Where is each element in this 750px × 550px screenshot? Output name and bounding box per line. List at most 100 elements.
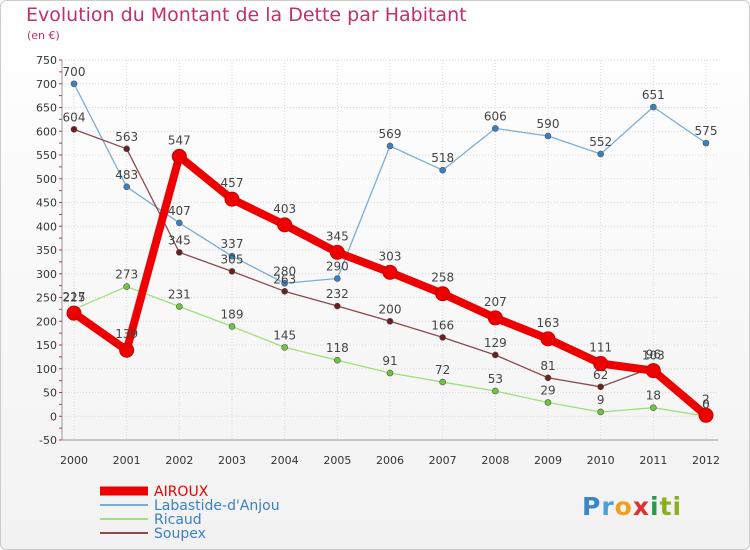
data-label: 345 [168, 233, 191, 247]
data-label: 81 [540, 359, 555, 373]
data-label: 29 [540, 383, 555, 397]
data-label: 403 [273, 202, 296, 216]
data-point [439, 378, 446, 386]
data-label: 217 [63, 290, 86, 304]
x-tick-label: 2010 [587, 454, 615, 467]
data-point [176, 249, 183, 256]
data-label: 263 [273, 272, 296, 286]
x-tick-label: 2007 [429, 454, 457, 467]
data-point [597, 408, 604, 416]
data-label: 129 [484, 336, 507, 350]
data-label: 139 [115, 327, 138, 341]
data-point [492, 351, 499, 359]
data-point [597, 383, 604, 391]
data-point [224, 191, 240, 207]
data-point [698, 407, 714, 423]
data-point [123, 283, 130, 290]
data-label: 166 [431, 318, 454, 332]
data-label: 207 [484, 295, 507, 309]
data-point [119, 342, 135, 358]
data-label: 111 [589, 341, 612, 355]
y-tick-label: 750 [36, 54, 57, 67]
data-point [228, 252, 236, 260]
data-label: 407 [168, 204, 191, 218]
data-label: 305 [221, 252, 244, 266]
data-point [334, 302, 341, 310]
data-point [386, 142, 394, 150]
data-point [281, 344, 288, 351]
data-point [382, 264, 398, 280]
data-point [593, 356, 609, 372]
data-point [544, 374, 552, 382]
data-label: 575 [695, 124, 718, 138]
series-layer [66, 80, 714, 423]
data-point [123, 183, 130, 191]
data-point [492, 387, 499, 395]
x-tick-label: 2001 [113, 454, 141, 467]
data-label: 518 [431, 151, 454, 165]
data-label: 118 [326, 341, 349, 355]
data-point [386, 369, 394, 377]
data-label: 280 [273, 264, 296, 278]
data-label: 290 [326, 260, 349, 274]
data-label: 563 [115, 130, 138, 144]
data-point [70, 80, 78, 88]
data-label: 0 [702, 397, 710, 411]
data-point [334, 275, 341, 282]
series-airoux [66, 148, 714, 423]
data-point [540, 331, 556, 347]
data-point [334, 356, 341, 364]
data-point [544, 132, 552, 140]
x-tick-label: 2002 [165, 454, 193, 467]
grid-lines [62, 59, 718, 441]
legend-label: AIROUX [154, 484, 209, 500]
data-point [597, 150, 604, 158]
data-label: 700 [63, 65, 86, 79]
data-point [329, 244, 345, 260]
data-point [650, 103, 657, 111]
data-label: 103 [642, 348, 665, 362]
data-point [228, 268, 236, 275]
y-tick-label: 0 [50, 410, 57, 423]
y-tick-label: 250 [36, 292, 57, 305]
axes: -50 0 50 100 150 200 250 300 350 400 450 500 550 600 6… [36, 54, 720, 467]
x-tick-label: 2004 [271, 454, 299, 467]
data-point [544, 399, 552, 406]
data-label: 232 [326, 287, 349, 301]
series-labastide-d-anjou [70, 80, 710, 287]
y-tick-label: 400 [36, 220, 57, 233]
y-tick-label: 300 [36, 268, 57, 281]
data-point [123, 145, 130, 153]
y-tick-label: 650 [36, 102, 57, 115]
data-label: 273 [115, 268, 138, 282]
data-label: 200 [379, 302, 402, 316]
y-tick-label: 200 [36, 315, 57, 328]
y-tick-label: 150 [36, 339, 57, 352]
y-tick-label: 100 [36, 363, 57, 376]
data-point [439, 166, 446, 174]
data-label: 189 [221, 307, 244, 321]
y-tick-label: 500 [36, 173, 57, 186]
data-label: 18 [646, 389, 661, 403]
data-point [650, 404, 657, 412]
x-tick-label: 2000 [60, 454, 88, 467]
x-tick-label: 2003 [218, 454, 246, 467]
data-point [281, 288, 288, 295]
data-label: 569 [379, 127, 402, 141]
data-point [487, 310, 503, 326]
data-label: 62 [593, 368, 608, 382]
data-point [492, 125, 499, 132]
x-tick-label: 2008 [481, 454, 509, 467]
data-label: 547 [168, 133, 191, 147]
data-label: 258 [431, 271, 454, 285]
data-label: 9 [597, 393, 605, 407]
data-point [435, 286, 451, 302]
y-tick-label: 600 [36, 125, 57, 138]
data-point [228, 323, 236, 330]
data-label: 337 [221, 237, 244, 251]
data-point [702, 139, 710, 147]
